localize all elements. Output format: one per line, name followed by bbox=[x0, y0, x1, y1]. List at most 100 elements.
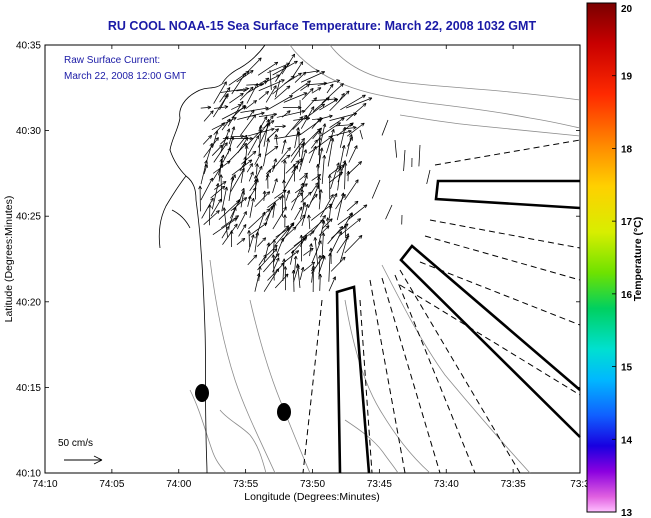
current-vector bbox=[328, 276, 336, 292]
current-vector-head bbox=[316, 128, 321, 131]
current-vector-head bbox=[257, 178, 259, 183]
current-vector bbox=[326, 83, 334, 94]
current-vector bbox=[220, 147, 231, 167]
current-vector bbox=[239, 114, 257, 137]
current-vector-head bbox=[341, 92, 345, 96]
current-vector-head bbox=[208, 134, 212, 137]
current-vector-head bbox=[283, 206, 287, 210]
current-vector bbox=[297, 263, 301, 289]
current-vector bbox=[299, 99, 301, 116]
current-vector-head bbox=[291, 53, 295, 57]
current-vector bbox=[231, 72, 246, 95]
current-vector bbox=[227, 100, 244, 127]
current-vector-head bbox=[244, 145, 248, 149]
current-vector-head bbox=[305, 115, 308, 119]
current-vector bbox=[249, 198, 254, 218]
current-vector-head bbox=[313, 265, 316, 269]
current-vector-head bbox=[282, 125, 286, 129]
current-vector-head bbox=[315, 69, 320, 72]
x-axis-ticks: 74:10 74:05 74:00 73:55 73:50 73:45 73:40 73:35… bbox=[32, 45, 590, 490]
current-vector bbox=[317, 147, 323, 172]
current-vector-head bbox=[221, 122, 225, 125]
current-vector-head bbox=[243, 142, 247, 145]
current-vector-head bbox=[290, 75, 295, 78]
current-vector bbox=[263, 190, 266, 201]
current-vector-head bbox=[249, 136, 253, 139]
current-vector-head bbox=[344, 126, 347, 131]
current-vector-head bbox=[226, 87, 231, 90]
current-vector-head bbox=[221, 144, 223, 149]
current-vector-head bbox=[263, 116, 268, 119]
current-vector bbox=[348, 145, 358, 163]
current-vector-head bbox=[305, 83, 310, 86]
current-vector-head bbox=[272, 254, 276, 258]
current-vector-head bbox=[274, 134, 277, 138]
current-vector-head bbox=[217, 210, 220, 214]
current-vector-head bbox=[222, 181, 227, 183]
current-vector-head bbox=[286, 273, 289, 278]
current-vector-head bbox=[235, 218, 238, 222]
current-vector bbox=[257, 237, 267, 247]
current-vector-head bbox=[303, 236, 307, 239]
current-vector-head bbox=[282, 139, 286, 143]
current-vector bbox=[309, 215, 326, 237]
current-vector-head bbox=[272, 115, 274, 120]
current-vector-head bbox=[282, 258, 285, 263]
current-vector-head bbox=[324, 215, 326, 219]
current-vector bbox=[329, 204, 332, 219]
current-vector-head bbox=[348, 129, 352, 132]
current-vector-head bbox=[231, 230, 234, 234]
current-vector bbox=[328, 253, 331, 282]
current-vector-head bbox=[206, 160, 208, 164]
current-vector-head bbox=[236, 215, 239, 219]
current-vector-head bbox=[241, 93, 244, 97]
current-vector bbox=[327, 138, 334, 167]
current-vector bbox=[269, 69, 272, 90]
current-vector bbox=[248, 171, 254, 182]
current-vector-head bbox=[302, 202, 306, 206]
current-vector bbox=[272, 158, 277, 173]
current-vector-head bbox=[360, 161, 362, 165]
current-vector-head bbox=[227, 147, 231, 151]
current-vector bbox=[221, 226, 230, 239]
current-vector-head bbox=[303, 138, 305, 142]
current-vector-head bbox=[249, 163, 253, 166]
current-vector bbox=[272, 202, 276, 218]
current-vector-head bbox=[298, 131, 301, 135]
current-vector-head bbox=[297, 105, 302, 108]
current-vector bbox=[290, 143, 304, 163]
current-vector-head bbox=[295, 255, 298, 260]
current-vector bbox=[303, 70, 320, 74]
current-vector-head bbox=[275, 248, 278, 253]
current-vector-head bbox=[349, 122, 354, 124]
current-vector-head bbox=[299, 116, 303, 119]
current-vector-head bbox=[217, 137, 219, 142]
current-vector-head bbox=[349, 212, 353, 215]
colorbar-tick-label: 20 bbox=[621, 4, 633, 15]
current-vector-head bbox=[272, 202, 276, 206]
current-vector-head bbox=[255, 231, 259, 236]
current-vector-head bbox=[249, 138, 253, 141]
current-vector bbox=[267, 62, 290, 74]
current-vector bbox=[346, 122, 365, 137]
current-vector bbox=[318, 255, 326, 274]
current-vector-head bbox=[303, 141, 306, 146]
current-vector-head bbox=[273, 244, 278, 247]
current-vector-head bbox=[356, 201, 359, 205]
current-vector-head bbox=[223, 207, 227, 211]
current-vector-head bbox=[268, 119, 270, 123]
current-vector bbox=[300, 71, 325, 83]
current-vector-head bbox=[362, 103, 367, 105]
current-vector-head bbox=[239, 92, 244, 95]
current-vector-head bbox=[299, 234, 302, 239]
current-vector-head bbox=[303, 149, 307, 153]
current-vector bbox=[339, 126, 346, 148]
x-tick-label: 74:00 bbox=[166, 479, 191, 490]
current-vector-head bbox=[273, 165, 276, 169]
current-vector-head bbox=[313, 97, 317, 100]
current-vector bbox=[310, 139, 318, 149]
current-vector bbox=[303, 103, 325, 120]
current-vector-head bbox=[330, 137, 334, 142]
current-vector bbox=[308, 135, 333, 154]
